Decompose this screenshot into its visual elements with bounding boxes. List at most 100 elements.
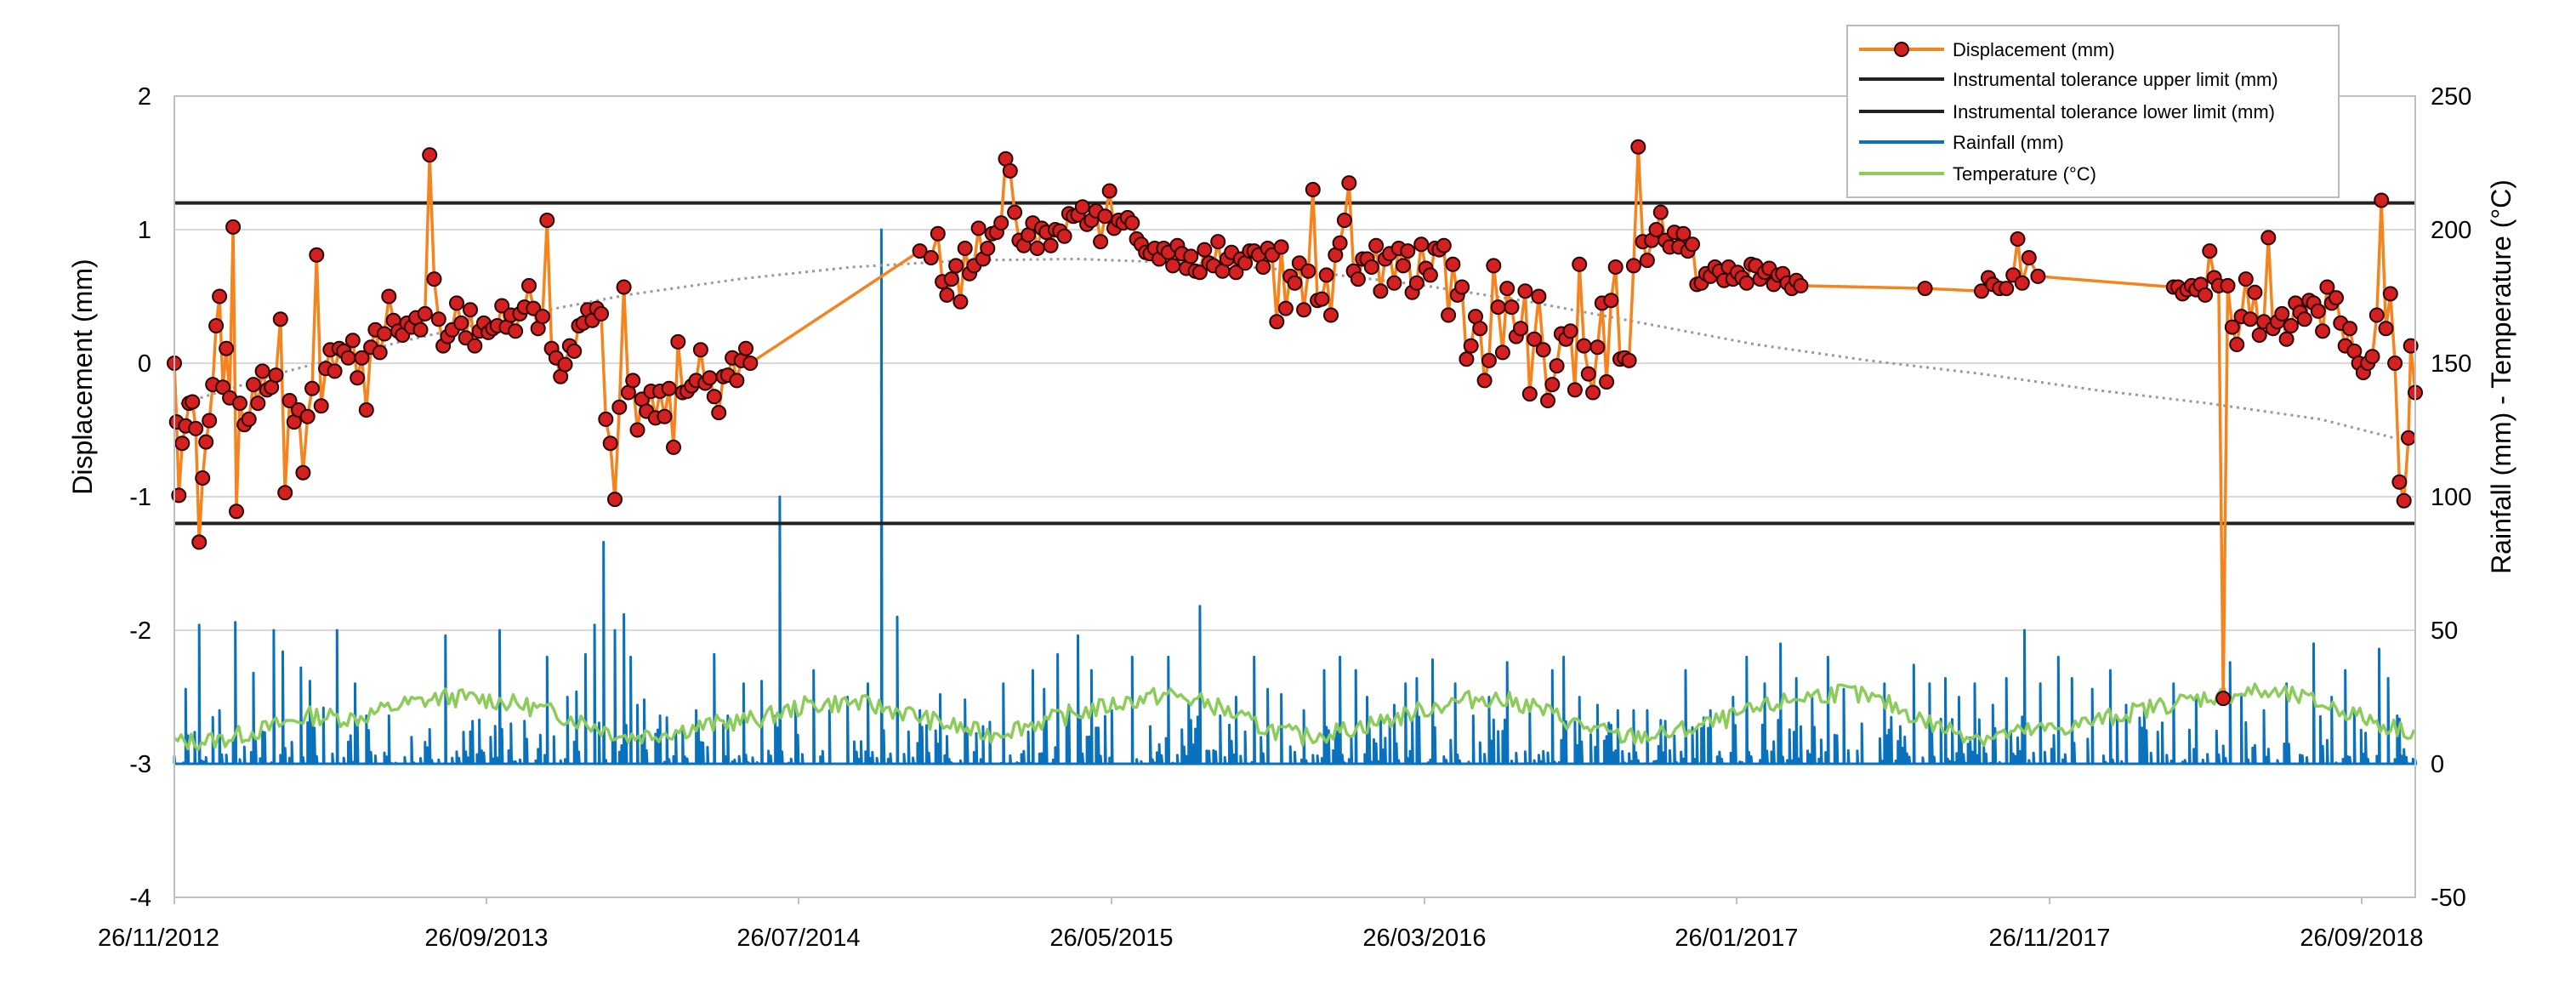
displacement-point: [692, 342, 708, 358]
displacement-point: [2229, 337, 2245, 352]
y-right-tick-label: 100: [2431, 484, 2471, 511]
displacement-point: [1368, 237, 1385, 253]
displacement-point: [1441, 307, 1457, 323]
displacement-point: [1599, 374, 1615, 390]
displacement-point: [535, 309, 550, 325]
displacement-point: [1567, 382, 1583, 398]
displacement-point: [295, 464, 311, 481]
y-left-tick-label: -1: [129, 484, 151, 511]
displacement-point: [208, 318, 225, 333]
displacement-point: [2238, 271, 2254, 287]
displacement-point: [1413, 236, 1430, 253]
displacement-point: [358, 402, 374, 418]
displacement-point: [225, 219, 242, 235]
displacement-point: [2202, 243, 2218, 259]
legend-label-temperature: Temperature (°C): [1953, 163, 2096, 185]
displacement-point: [254, 363, 270, 379]
displacement-point: [1463, 338, 1479, 354]
y-axis-right-title: Rainfall (mm) - Temperature (°C): [2486, 179, 2516, 574]
y-axis-left-title: Displacement (mm): [67, 259, 98, 494]
displacement-point: [594, 305, 609, 322]
displacement-point: [174, 435, 190, 452]
y-right-tick-label: 250: [2431, 83, 2471, 111]
displacement-point: [1531, 288, 1547, 304]
displacement-point: [2283, 318, 2299, 333]
legend-item-lower-limit: Instrumental tolerance lower limit (mm): [1859, 101, 2275, 122]
displacement-point: [1540, 393, 1555, 408]
displacement-point: [417, 305, 433, 322]
displacement-point: [2315, 323, 2331, 339]
displacement-point: [1287, 275, 1303, 291]
temperature-series: [173, 682, 2416, 751]
displacement-point: [912, 243, 928, 259]
legend: Displacement (mm) Instrumental tolerance…: [1846, 25, 2340, 198]
displacement-point: [616, 279, 632, 295]
displacement-point: [2374, 192, 2390, 208]
displacement-point: [1974, 283, 1989, 299]
displacement-point: [1436, 237, 1452, 253]
x-tick-label: 26/11/2017: [1989, 925, 2111, 952]
displacement-point: [625, 373, 641, 389]
displacement-point: [241, 411, 257, 427]
displacement-point: [629, 422, 645, 438]
displacement-point: [2014, 275, 2030, 291]
displacement-point: [2382, 286, 2398, 302]
displacement-point: [1607, 259, 1624, 275]
displacement-point: [1793, 277, 1809, 293]
displacement-point: [1210, 234, 1226, 250]
displacement-point: [198, 434, 214, 450]
displacement-point: [1621, 352, 1637, 368]
displacement-point: [1363, 259, 1379, 275]
displacement-point: [923, 250, 939, 265]
displacement-point: [304, 380, 320, 396]
y-left-tick-label: -4: [129, 885, 151, 912]
displacement-point: [215, 379, 231, 396]
displacement-point: [1603, 293, 1619, 309]
displacement-point: [191, 534, 208, 550]
y-left-tick-label: 1: [138, 217, 151, 244]
displacement-point: [2198, 287, 2213, 303]
legend-item-rainfall: Rainfall (mm): [1859, 132, 2064, 153]
displacement-point: [277, 485, 293, 501]
displacement-point: [1191, 265, 1208, 281]
displacement-point: [2030, 268, 2046, 284]
plot-frame: [173, 95, 2416, 898]
legend-marker-displacement: [1894, 42, 1909, 57]
displacement-point: [1056, 228, 1072, 244]
displacement-point: [2215, 691, 2232, 707]
x-tick-label: 26/09/2013: [424, 925, 548, 952]
x-tick-label: 26/05/2015: [1049, 925, 1173, 952]
displacement-point: [281, 393, 298, 408]
displacement-point: [1517, 283, 1533, 299]
y-left-tick-label: 2: [138, 83, 151, 111]
displacement-point: [1332, 235, 1348, 251]
displacement-point: [2274, 305, 2290, 322]
displacement-point: [372, 344, 388, 361]
displacement-point: [1029, 241, 1045, 256]
displacement-point: [2329, 290, 2344, 306]
displacement-point: [463, 302, 478, 318]
displacement-point: [2368, 307, 2385, 323]
displacement-point: [313, 398, 329, 414]
displacement-point: [453, 315, 469, 331]
y-right-tick-label: 0: [2431, 751, 2444, 778]
axes: -4 -3 -2 -1 0 1 2 -50 0 50 100 150 200 250 26/11/2012 2…: [98, 83, 2471, 952]
displacement-point: [2364, 349, 2380, 365]
displacement-point: [602, 435, 618, 452]
displacement-point: [1504, 299, 1520, 316]
displacement-point: [1535, 342, 1551, 358]
displacement-point: [377, 326, 392, 342]
legend-item-upper-limit: Instrumental tolerance upper limit (mm): [1859, 69, 2278, 90]
displacement-point: [268, 367, 284, 384]
displacement-point: [607, 492, 623, 508]
displacement-point: [1350, 271, 1366, 287]
displacement-point: [2387, 356, 2403, 371]
displacement-point: [1585, 384, 1601, 401]
displacement-point: [340, 350, 356, 366]
displacement-point: [1999, 281, 2015, 297]
displacement-point: [666, 439, 681, 455]
displacement-point: [939, 287, 955, 303]
displacement-point: [2260, 230, 2277, 246]
displacement-point: [1459, 351, 1475, 367]
